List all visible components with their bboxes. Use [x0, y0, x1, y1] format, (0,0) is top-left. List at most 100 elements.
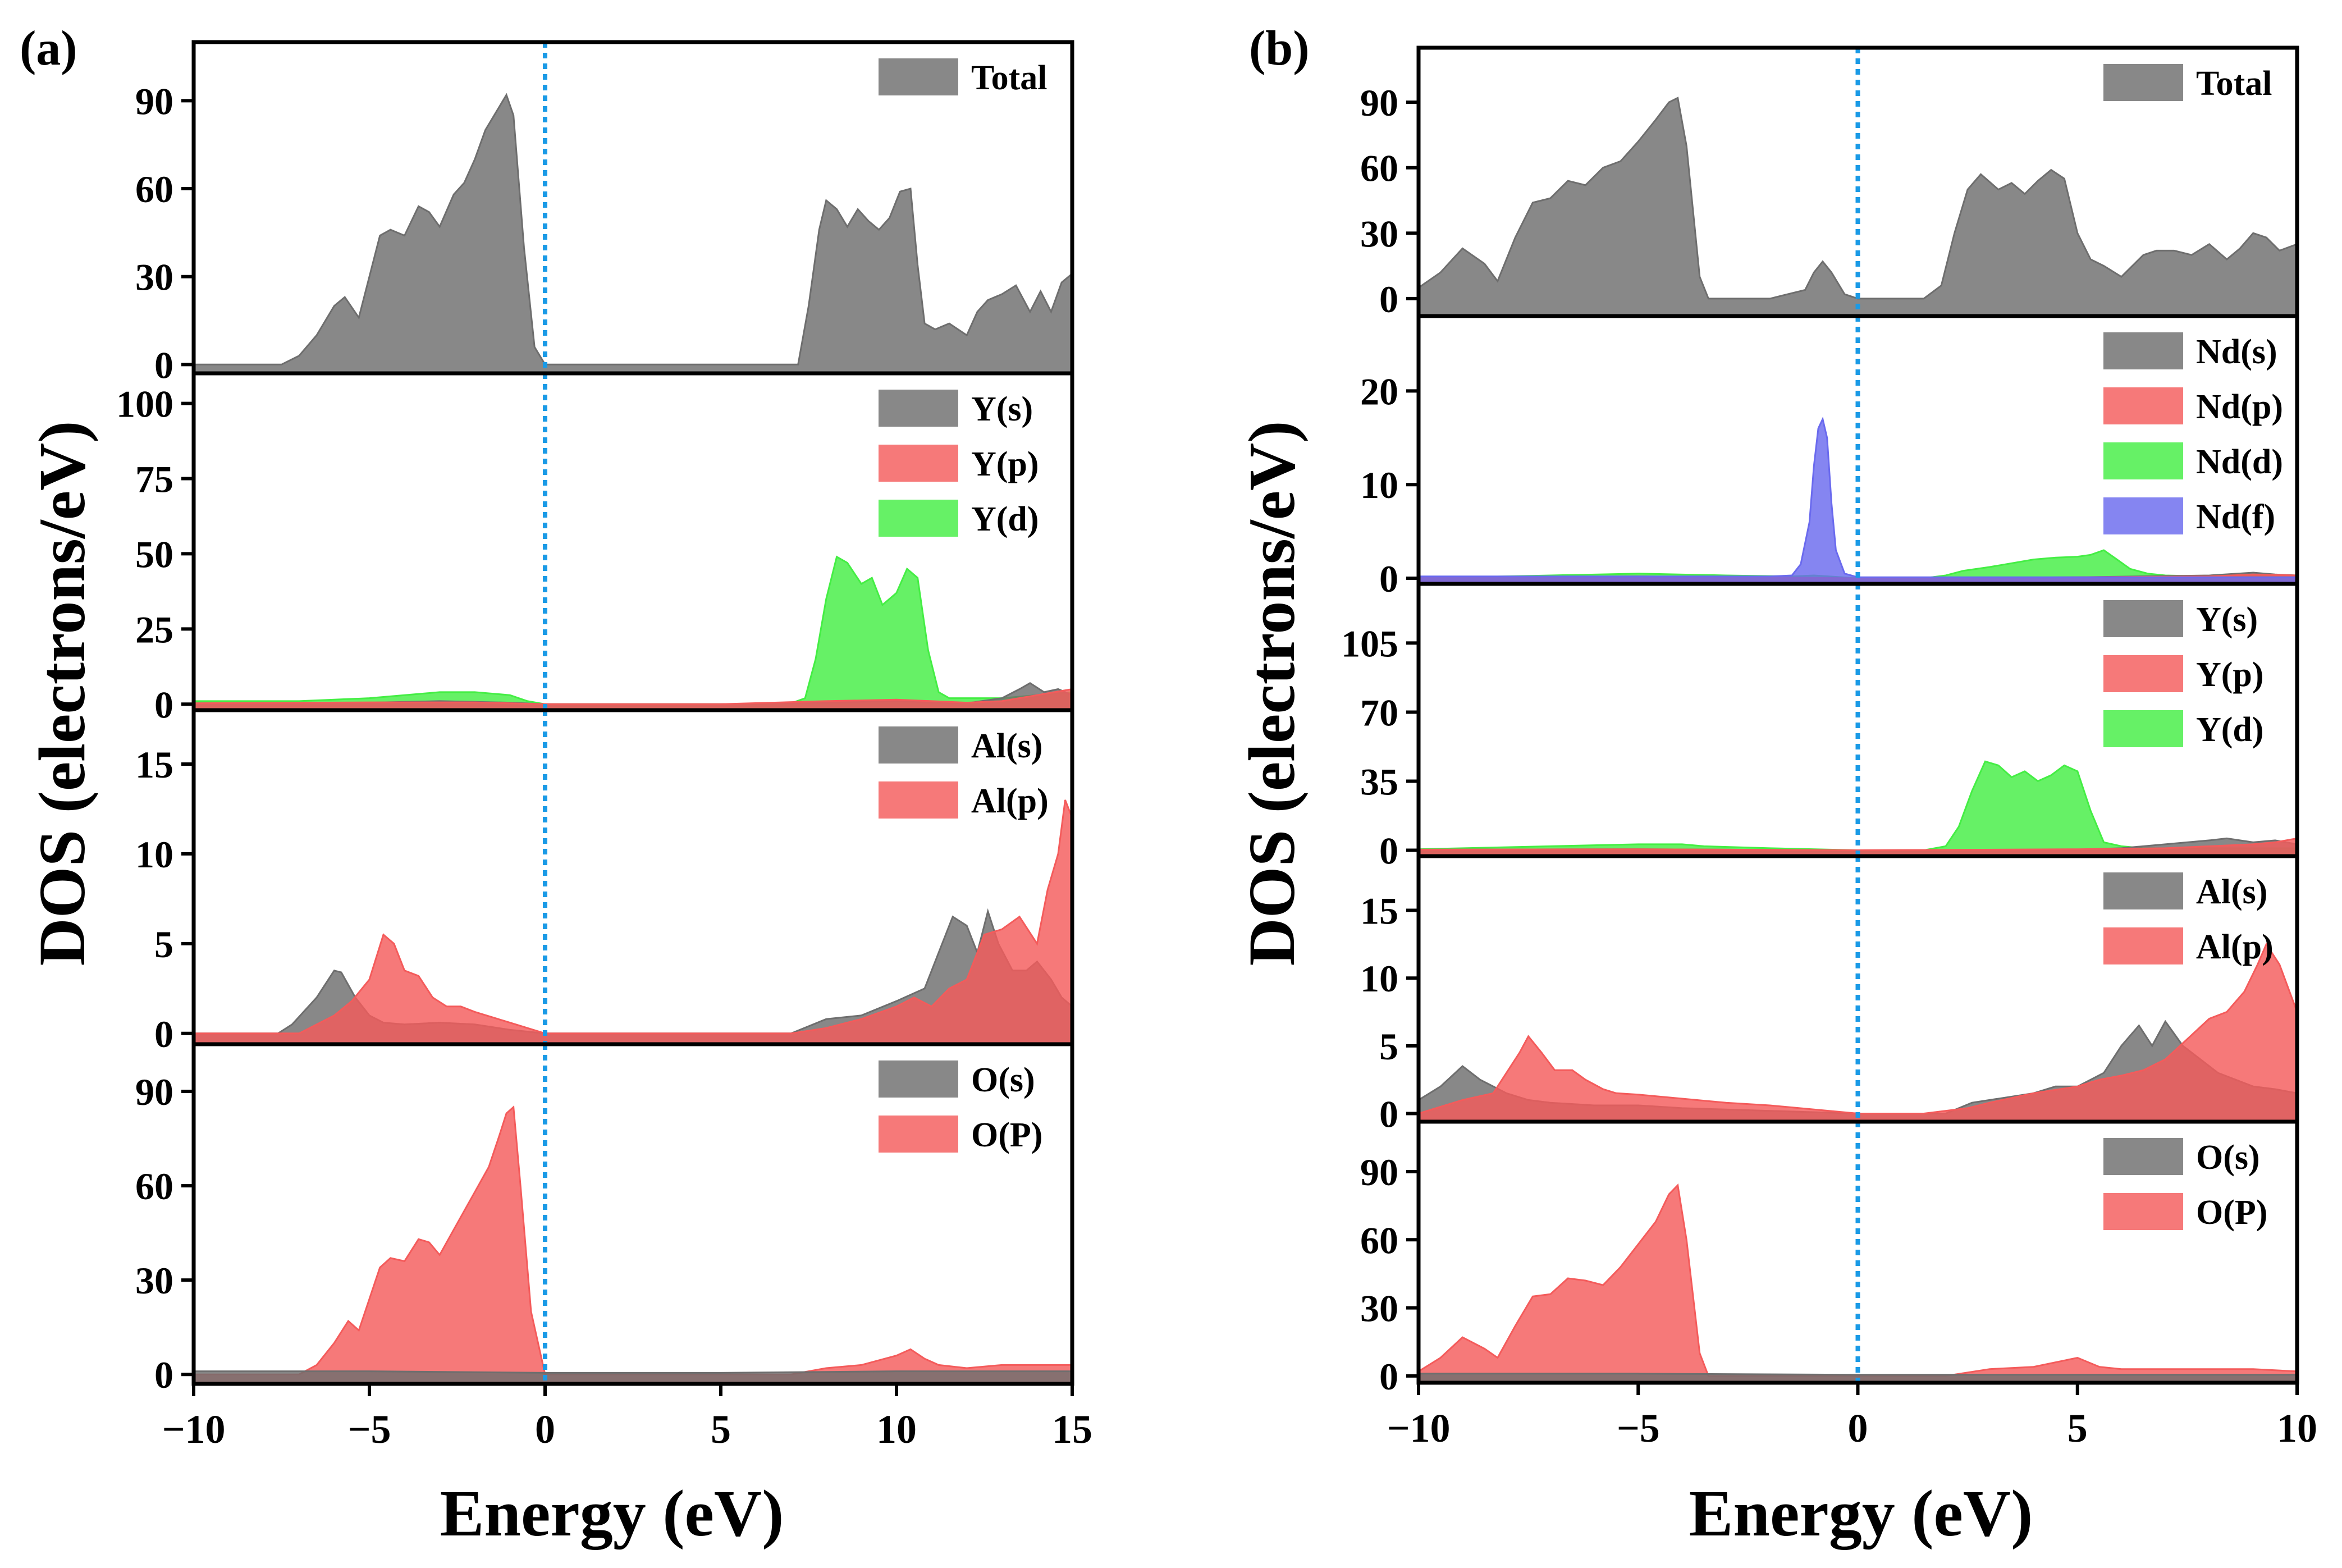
panel-a-label: (a): [20, 21, 77, 76]
b-Y-plot-area: [1419, 760, 2297, 856]
a-total-legend: Total: [879, 58, 1048, 97]
y-tick-label: 0: [154, 683, 173, 726]
legend-label: Total: [2196, 65, 2272, 103]
y-tick-label: 90: [1360, 81, 1398, 124]
legend-label: Nd(s): [2196, 333, 2277, 371]
legend-swatch: [879, 726, 958, 764]
a-Al-legend: Al(s) Al(p): [879, 726, 1049, 820]
legend-label: O(s): [2196, 1139, 2260, 1177]
y-tick-label: 15: [1360, 890, 1398, 932]
legend-label: Total: [971, 59, 1048, 97]
x-tick-label: 15: [1052, 1407, 1092, 1452]
series-total-area: [194, 93, 1072, 373]
series-total-area: [1419, 97, 2297, 316]
panel-a-ylabel: DOS (electrons/eV): [25, 420, 99, 966]
x-tick-label: −10: [162, 1407, 225, 1452]
legend-swatch: [2103, 927, 2183, 964]
y-tick-label: 0: [1379, 557, 1398, 600]
x-tick-label: −5: [1617, 1406, 1660, 1451]
y-tick-label: 90: [135, 1071, 173, 1113]
y-tick-label: 60: [1360, 1219, 1398, 1261]
subplot-a-total: 0 30 60 90 Total: [135, 40, 1074, 386]
series-alp-area: [194, 799, 1072, 1044]
series-alp-area: [1419, 942, 2297, 1122]
subplot-b-Y: 0 35 70 105 Y(s) Y(p) Y(d): [1341, 582, 2299, 872]
y-tick-label: 30: [1360, 1287, 1398, 1330]
y-tick-label: 0: [154, 1013, 173, 1055]
y-tick-label: 0: [1379, 278, 1398, 321]
legend-label: O(P): [2196, 1194, 2267, 1232]
legend-swatch: [2103, 872, 2183, 909]
y-tick-label: 35: [1360, 760, 1398, 803]
legend-swatch: [2103, 1138, 2183, 1175]
legend-label: Y(p): [2196, 656, 2264, 694]
a-Al-plot-area: [194, 799, 1072, 1044]
b-Al-legend: Al(s) Al(p): [2103, 872, 2274, 966]
x-tick-label: 0: [1848, 1406, 1868, 1451]
legend-swatch: [2103, 710, 2183, 747]
legend-label: Nd(f): [2196, 498, 2275, 536]
x-tick-label: −10: [1387, 1406, 1450, 1451]
panel-b-label: (b): [1249, 21, 1310, 76]
subplot-b-total: 0 30 60 90 Total: [1360, 45, 2299, 321]
series-ndf-area: [1419, 416, 2297, 584]
legend-swatch: [2103, 1193, 2183, 1230]
y-tick-label: 10: [1360, 464, 1398, 506]
b-total-plot-area: [1419, 97, 2297, 316]
y-tick-label: 30: [135, 256, 173, 299]
a-O-frame: [191, 1042, 1074, 1386]
series-os-area: [194, 1370, 1072, 1384]
y-tick-label: 60: [135, 168, 173, 211]
legend-label: Al(p): [2196, 928, 2274, 966]
legend-label: O(P): [971, 1116, 1042, 1154]
legend-label: O(s): [971, 1061, 1035, 1099]
y-tick-label: 0: [1379, 1093, 1398, 1136]
legend-swatch: [2103, 387, 2183, 424]
legend-label: Y(p): [971, 445, 1039, 483]
y-tick-label: 5: [154, 923, 173, 966]
legend-swatch: [2103, 64, 2183, 101]
legend-swatch: [879, 1060, 958, 1098]
a-Y-legend: Y(s) Y(p) Y(d): [879, 390, 1039, 538]
y-tick-label: 50: [135, 533, 173, 575]
y-tick-label: 100: [116, 383, 173, 426]
y-tick-label: 0: [1379, 829, 1398, 872]
y-tick-label: 10: [1360, 957, 1398, 1000]
b-Y-legend: Y(s) Y(p) Y(d): [2103, 600, 2264, 749]
series-yd-area: [194, 555, 1072, 710]
a-total-plot-area: [194, 93, 1072, 373]
legend-swatch: [879, 58, 958, 95]
y-tick-label: 15: [135, 743, 173, 786]
legend-swatch: [2103, 600, 2183, 637]
x-tick-label: 5: [711, 1407, 731, 1452]
y-tick-label: 60: [1360, 147, 1398, 190]
x-tick-label: 10: [2277, 1406, 2317, 1451]
series-op-area: [1419, 1183, 2297, 1383]
panel-b-xlabel: Energy (eV): [1689, 1476, 2033, 1550]
legend-swatch: [879, 445, 958, 482]
a-Y-plot-area: [194, 555, 1072, 710]
y-tick-label: 60: [135, 1165, 173, 1208]
legend-swatch: [879, 500, 958, 537]
b-Al-plot-area: [1419, 942, 2297, 1122]
legend-label: Al(s): [2196, 873, 2267, 911]
legend-swatch: [2103, 655, 2183, 692]
legend-swatch: [879, 1116, 958, 1153]
y-tick-label: 105: [1341, 622, 1398, 665]
x-tick-label: 0: [535, 1407, 555, 1452]
y-tick-label: 90: [1360, 1151, 1398, 1194]
subplot-b-O: 0 30 60 90 O(s) O(P): [1360, 1119, 2299, 1398]
x-tick-label: −5: [347, 1407, 391, 1452]
a-O-legend: O(s) O(P): [879, 1060, 1042, 1154]
panel-b-ylabel: DOS (electrons/eV): [1235, 420, 1309, 966]
subplot-b-Al: 0 5 10 15 Al(s) Al(p): [1360, 854, 2299, 1136]
series-yp-area: [194, 688, 1072, 710]
x-tick-label: 10: [876, 1407, 917, 1452]
y-tick-label: 25: [135, 608, 173, 651]
y-tick-label: 10: [135, 833, 173, 876]
subplot-a-Y: 0 25 50 75 100 Y(s) Y(p) Y(d): [116, 371, 1074, 726]
legend-label: Nd(d): [2196, 443, 2283, 481]
x-tick-label: 5: [2067, 1406, 2088, 1451]
legend-swatch: [879, 781, 958, 819]
legend-swatch: [879, 390, 958, 427]
